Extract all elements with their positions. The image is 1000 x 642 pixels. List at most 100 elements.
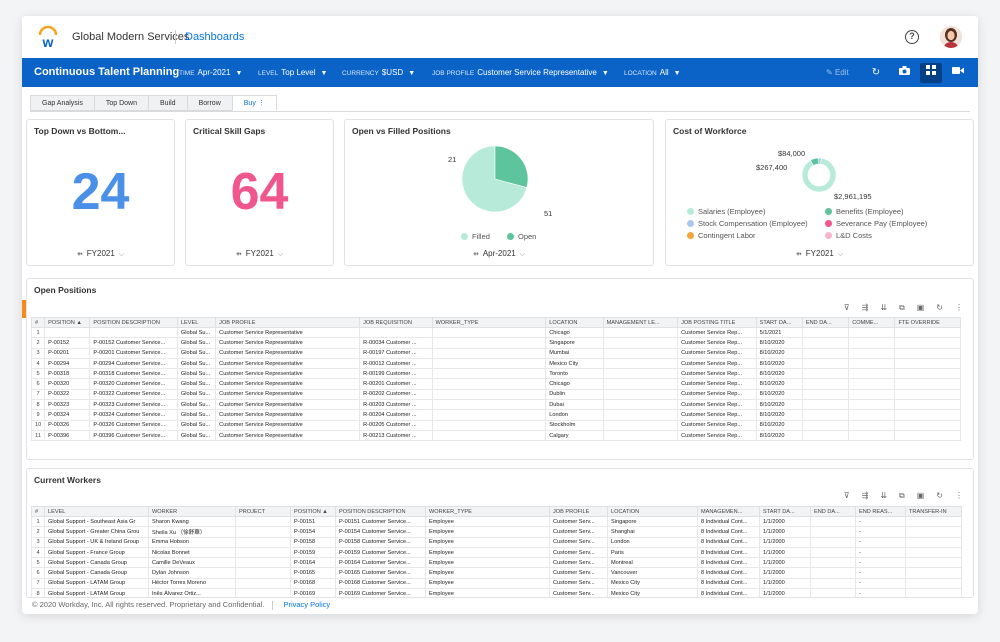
table-cell[interactable]: Global Support - France Group bbox=[44, 546, 149, 559]
column-header[interactable]: END REAS... bbox=[855, 506, 906, 517]
table-cell[interactable]: Customer Service Rep... bbox=[677, 429, 757, 442]
table-cell[interactable] bbox=[848, 357, 896, 370]
table-cell[interactable]: Customer Serv... bbox=[549, 557, 608, 569]
table-cell[interactable]: Customer Service Rep... bbox=[677, 326, 757, 339]
table-cell[interactable]: R-00012 Customer ... bbox=[359, 357, 433, 370]
table-cell[interactable]: 8/10/2020 bbox=[755, 409, 803, 421]
table-cell[interactable]: P-00159 bbox=[290, 546, 336, 559]
table-cell[interactable]: - bbox=[855, 577, 906, 590]
table-cell[interactable]: Employee bbox=[425, 567, 550, 579]
table-cell[interactable] bbox=[431, 347, 547, 359]
table-cell[interactable]: Sheila Xu （徐舒華） bbox=[148, 526, 236, 538]
pie-slice-filled[interactable] bbox=[461, 145, 528, 213]
column-header[interactable]: POSITION DESCRIPTION bbox=[89, 317, 178, 328]
table-cell[interactable]: 8/10/2020 bbox=[755, 347, 803, 359]
column-header[interactable]: WORKER bbox=[148, 506, 236, 517]
tab-gap-analysis[interactable]: Gap Analysis bbox=[30, 95, 95, 111]
table-cell[interactable]: P-00159 Customer Service... bbox=[335, 546, 426, 559]
table-cell[interactable] bbox=[801, 409, 850, 421]
table-cell[interactable]: Mexico City bbox=[607, 577, 698, 590]
table-cell[interactable]: Inês Álvarez Ortiz... bbox=[148, 588, 236, 597]
save-icon[interactable]: ▣ bbox=[916, 491, 925, 500]
table-cell[interactable]: Customer Serv... bbox=[549, 536, 608, 548]
camera-icon[interactable] bbox=[896, 65, 912, 81]
table-cell[interactable] bbox=[431, 357, 547, 370]
table-cell[interactable]: Employee bbox=[425, 577, 550, 590]
table-cell[interactable]: 5/1/2021 bbox=[755, 326, 803, 339]
table-cell[interactable] bbox=[431, 399, 547, 411]
filter-location[interactable]: LOCATION All ▼ bbox=[624, 68, 681, 77]
table-cell[interactable]: 8/10/2020 bbox=[755, 378, 803, 390]
table-cell[interactable]: 8/10/2020 bbox=[755, 429, 803, 442]
table-cell[interactable]: P-00158 bbox=[290, 536, 336, 548]
table-cell[interactable] bbox=[810, 567, 856, 579]
grid-view-icon[interactable] bbox=[920, 63, 942, 83]
table-cell[interactable] bbox=[431, 409, 547, 421]
table-cell[interactable]: Customer Service Representative bbox=[215, 357, 361, 370]
table-cell[interactable]: - bbox=[855, 557, 906, 569]
table-cell[interactable] bbox=[602, 378, 679, 390]
table-cell[interactable] bbox=[894, 326, 961, 339]
table-cell[interactable] bbox=[848, 337, 896, 349]
table-cell[interactable] bbox=[235, 588, 291, 597]
table-row[interactable]: 4 P-00294 P-00294 Customer Service... Globa… bbox=[30, 357, 961, 370]
table-cell[interactable] bbox=[810, 526, 856, 538]
column-header[interactable]: POSITION ▲ bbox=[44, 317, 91, 328]
table-cell[interactable]: Global Su... bbox=[176, 399, 217, 411]
table-cell[interactable] bbox=[431, 337, 547, 349]
table-row[interactable]: 2 Global Support - Greater China Grou Shei… bbox=[31, 526, 962, 538]
table-cell[interactable] bbox=[602, 388, 679, 401]
table-cell[interactable]: P-00152 bbox=[44, 337, 91, 349]
table-cell[interactable] bbox=[431, 368, 547, 380]
table-row[interactable]: 3 P-00201 P-00201 Customer Service... Globa… bbox=[30, 347, 961, 359]
column-header[interactable]: POSITION DESCRIPTION bbox=[335, 506, 426, 517]
table-cell[interactable]: Employee bbox=[425, 536, 550, 548]
table-cell[interactable] bbox=[894, 429, 961, 442]
table-cell[interactable]: Employee bbox=[425, 515, 550, 528]
table-cell[interactable] bbox=[810, 546, 856, 559]
table-cell[interactable] bbox=[905, 536, 962, 548]
table-cell[interactable]: 8/10/2020 bbox=[755, 388, 803, 401]
table-cell[interactable]: P-00396 Customer Service... bbox=[89, 429, 178, 442]
table-cell[interactable] bbox=[801, 326, 850, 339]
table-cell[interactable] bbox=[235, 557, 291, 569]
table-cell[interactable]: 8/10/2020 bbox=[755, 357, 803, 370]
table-cell[interactable]: Global Support - LATAM Group bbox=[44, 577, 149, 590]
table-cell[interactable] bbox=[431, 429, 547, 442]
table-cell[interactable] bbox=[848, 409, 896, 421]
table-cell[interactable]: Nicolas Bonnet bbox=[148, 546, 236, 559]
table-cell[interactable] bbox=[848, 347, 896, 359]
table-cell[interactable] bbox=[431, 419, 547, 431]
column-header[interactable]: JOB PROFILE bbox=[215, 317, 361, 328]
table-row[interactable]: 6 Global Support - Canada Group Dylan John… bbox=[31, 567, 962, 579]
table-cell[interactable]: P-00201 Customer Service... bbox=[89, 347, 178, 359]
table-cell[interactable]: P-00164 Customer Service... bbox=[335, 557, 426, 569]
table-cell[interactable]: P-00169 Customer Service... bbox=[335, 588, 426, 597]
table-cell[interactable]: - bbox=[855, 536, 906, 548]
table-cell[interactable]: - bbox=[855, 526, 906, 538]
table-cell[interactable] bbox=[848, 429, 896, 442]
table-row[interactable]: 1 Global Support - Southeast Asia Gr Sharo… bbox=[31, 515, 962, 528]
table-cell[interactable]: Camille DeVeaux bbox=[148, 557, 236, 569]
table-cell[interactable] bbox=[810, 588, 856, 597]
table-cell[interactable]: Employee bbox=[425, 526, 550, 538]
table-cell[interactable]: P-00201 bbox=[44, 347, 91, 359]
filter-icon[interactable]: ⊽ bbox=[843, 491, 850, 500]
video-icon[interactable] bbox=[950, 65, 966, 81]
table-cell[interactable]: London bbox=[545, 409, 604, 421]
table-cell[interactable] bbox=[810, 557, 856, 569]
table-cell[interactable]: Customer Service Representative bbox=[215, 399, 361, 411]
refresh-icon[interactable]: ↻ bbox=[871, 67, 881, 78]
table-cell[interactable]: - bbox=[855, 515, 906, 528]
column-header[interactable]: FTE OVERRIDE bbox=[894, 317, 961, 328]
table-cell[interactable] bbox=[431, 388, 547, 401]
table-cell[interactable]: Customer Service Rep... bbox=[677, 337, 757, 349]
table-cell[interactable] bbox=[44, 326, 91, 339]
table-cell[interactable]: R-00213 Customer ... bbox=[359, 429, 433, 442]
table-cell[interactable] bbox=[848, 419, 896, 431]
column-header[interactable]: PROJECT bbox=[235, 506, 291, 517]
workday-logo-icon[interactable]: w bbox=[36, 25, 60, 49]
table-cell[interactable]: Global Su... bbox=[176, 347, 217, 359]
table-cell[interactable]: 8/10/2020 bbox=[755, 399, 803, 411]
table-cell[interactable] bbox=[235, 515, 291, 528]
